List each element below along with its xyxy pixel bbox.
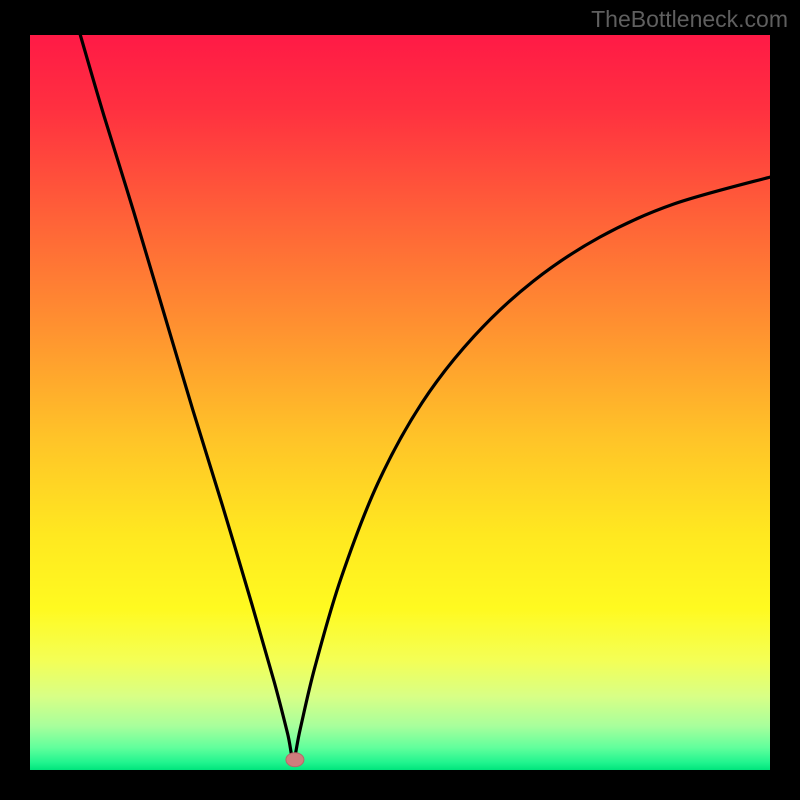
watermark-text: TheBottleneck.com xyxy=(591,6,788,33)
bottleneck-curve xyxy=(30,35,770,770)
optimum-marker xyxy=(286,753,304,767)
chart-plot-area xyxy=(30,35,770,770)
